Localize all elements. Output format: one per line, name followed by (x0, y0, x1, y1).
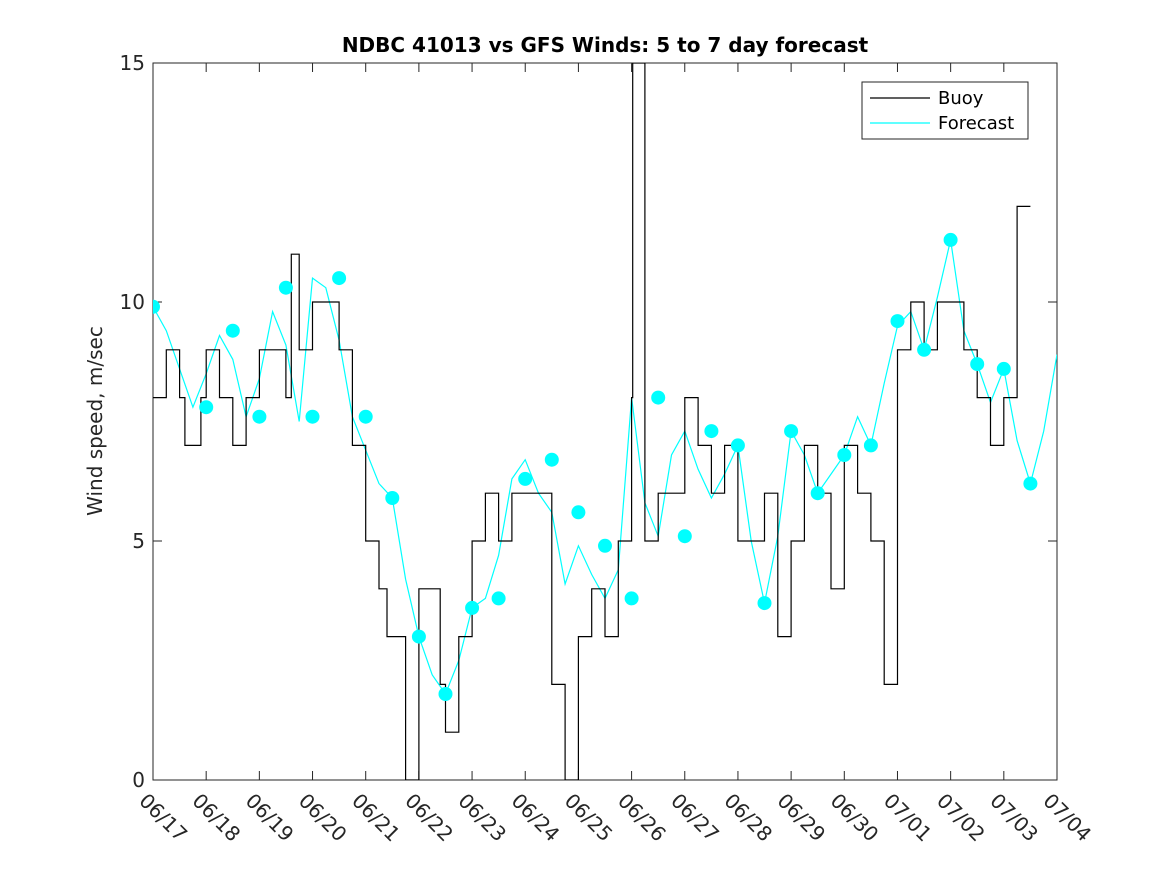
buoy-line (153, 63, 1031, 780)
forecast-marker (730, 438, 745, 453)
forecast-marker (332, 271, 347, 286)
forecast-marker (278, 280, 293, 295)
forecast-marker (411, 629, 426, 644)
forecast-marker (757, 596, 772, 611)
legend-label: Buoy (938, 88, 984, 109)
y-tick-label: 10 (120, 290, 145, 314)
legend-box (861, 81, 1029, 140)
chart-title: NDBC 41013 vs GFS Winds: 5 to 7 day fore… (342, 33, 869, 57)
forecast-marker (651, 390, 666, 405)
forecast-marker (996, 361, 1011, 376)
forecast-marker (784, 424, 799, 439)
forecast-marker (704, 424, 719, 439)
forecast-marker (199, 400, 214, 415)
forecast-marker (252, 409, 267, 424)
forecast-marker (571, 505, 586, 520)
forecast-marker (890, 314, 905, 329)
forecast-marker (598, 538, 612, 553)
forecast-marker (837, 448, 852, 462)
forecast-marker (970, 357, 985, 372)
forecast-marker (624, 591, 639, 606)
forecast-marker (438, 687, 453, 701)
y-tick-label: 0 (132, 768, 145, 792)
forecast-marker (358, 409, 373, 424)
forecast-marker (225, 323, 240, 338)
forecast-marker (677, 529, 692, 544)
forecast-marker (305, 409, 320, 424)
forecast-marker (465, 600, 480, 615)
legend: Buoy Forecast (861, 81, 1029, 140)
forecast-marker (810, 486, 825, 501)
forecast-marker (943, 232, 958, 247)
forecast-marker (917, 342, 932, 357)
forecast-marker (385, 491, 400, 505)
y-axis-label: Wind speed, m/sec (83, 326, 107, 516)
forecast-marker (863, 438, 878, 453)
axes-box (152, 62, 1058, 781)
forecast-marker (153, 299, 160, 314)
forecast-marker (491, 591, 506, 606)
legend-label: Forecast (938, 113, 1014, 134)
forecast-marker (1023, 476, 1038, 491)
y-tick-label: 5 (132, 529, 145, 553)
y-tick-label: 15 (120, 51, 145, 75)
forecast-marker (518, 471, 533, 486)
forecast-marker (544, 452, 559, 467)
series-layer (153, 63, 1057, 780)
